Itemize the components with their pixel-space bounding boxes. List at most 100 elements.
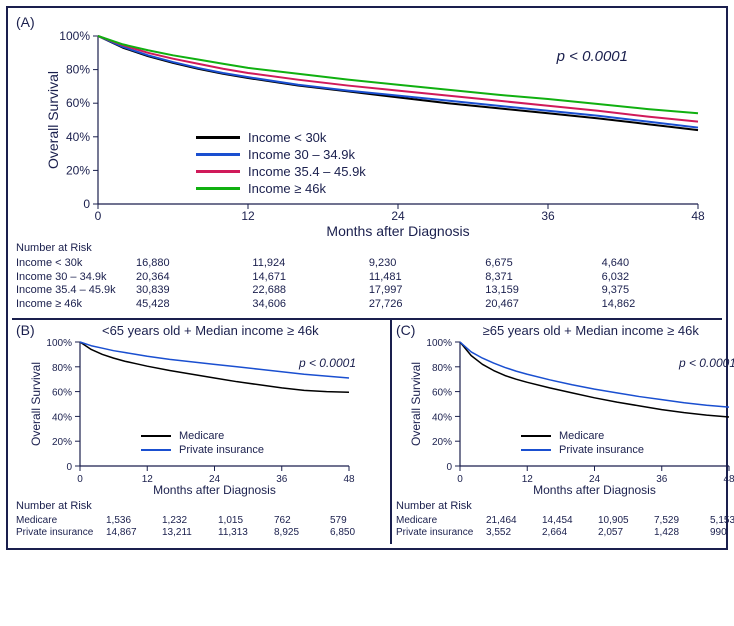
risk-cell: 2,664 xyxy=(542,527,598,540)
risk-cell: 30,839 xyxy=(136,284,252,298)
panel-c-legend: Medicare Private insurance xyxy=(521,430,644,458)
legend-swatch xyxy=(521,435,551,437)
legend-item: Income < 30k xyxy=(196,130,366,145)
svg-text:20%: 20% xyxy=(52,437,72,448)
svg-text:24: 24 xyxy=(391,209,405,223)
risk-cell: 27,726 xyxy=(369,298,485,312)
risk-row-label: Income 35.4 – 45.9k xyxy=(16,284,126,298)
risk-cell: 11,481 xyxy=(369,271,485,285)
svg-text:60%: 60% xyxy=(66,96,90,110)
risk-cell: 1,428 xyxy=(654,527,710,540)
svg-text:48: 48 xyxy=(723,474,734,485)
risk-cell: 5,153 xyxy=(710,515,734,528)
risk-cell: 8,925 xyxy=(274,527,330,540)
risk-row-label: Private insurance xyxy=(396,527,482,540)
panel-a-pvalue: p < 0.0001 xyxy=(557,48,628,65)
risk-cell: 1,232 xyxy=(162,515,218,528)
panel-a: (A) 020%40%60%80%100%012243648Months aft… xyxy=(12,12,722,320)
risk-cell: 21,464 xyxy=(486,515,542,528)
risk-cell: 9,230 xyxy=(369,257,485,271)
risk-row-label: Medicare xyxy=(396,515,482,528)
svg-text:0: 0 xyxy=(457,474,463,485)
svg-text:Months after Diagnosis: Months after Diagnosis xyxy=(533,483,656,497)
legend-label: Medicare xyxy=(179,430,224,442)
svg-text:100%: 100% xyxy=(426,338,452,349)
risk-row: Private insurance3,5522,6642,0571,428990 xyxy=(396,527,734,540)
panel-a-label: (A) xyxy=(16,14,718,30)
svg-text:48: 48 xyxy=(691,209,705,223)
legend-label: Medicare xyxy=(559,430,604,442)
svg-text:40%: 40% xyxy=(66,130,90,144)
risk-row: Private insurance14,86713,21111,3138,925… xyxy=(16,527,386,540)
legend-item: Private insurance xyxy=(141,444,264,456)
panel-c-label: (C) xyxy=(396,322,415,338)
bottom-row: (B) <65 years old + Median income ≥ 46k … xyxy=(12,320,722,544)
legend-swatch xyxy=(196,136,240,139)
svg-text:60%: 60% xyxy=(432,387,452,398)
svg-text:Months after Diagnosis: Months after Diagnosis xyxy=(153,483,276,497)
figure-container: (A) 0 20% 40% 60% 80% 100% 0 12 24 36 48 Months aft… xyxy=(6,6,728,550)
svg-text:60%: 60% xyxy=(52,387,72,398)
panel-c-subtitle: ≥65 years old + Median income ≥ 46k xyxy=(415,323,734,338)
legend-label: Income < 30k xyxy=(248,130,326,145)
risk-cell: 13,159 xyxy=(485,284,601,298)
risk-cell: 20,364 xyxy=(136,271,252,285)
svg-text:36: 36 xyxy=(276,474,288,485)
panel-b-risk-table: Number at RiskMedicare1,5361,2321,015762… xyxy=(16,500,386,540)
panel-c-risk-table: Number at RiskMedicare21,46414,45410,905… xyxy=(396,500,734,540)
svg-text:20%: 20% xyxy=(432,437,452,448)
svg-text:Months after Diagnosis: Months after Diagnosis xyxy=(326,223,469,239)
risk-cell: 579 xyxy=(330,515,386,528)
legend-item: Medicare xyxy=(141,430,264,442)
panel-b-subtitle: <65 years old + Median income ≥ 46k xyxy=(35,323,386,338)
panel-a-chart: 020%40%60%80%100%012243648Months after D… xyxy=(16,30,718,240)
risk-cell: 6,850 xyxy=(330,527,386,540)
panel-c-pvalue: p < 0.0001 xyxy=(679,356,734,370)
svg-text:0: 0 xyxy=(95,209,102,223)
risk-cell: 45,428 xyxy=(136,298,252,312)
panel-c-chart: 020%40%60%80%100%012243648Months after D… xyxy=(396,338,734,498)
risk-cell: 20,467 xyxy=(485,298,601,312)
svg-text:36: 36 xyxy=(541,209,555,223)
svg-text:80%: 80% xyxy=(432,363,452,374)
risk-cell: 10,905 xyxy=(598,515,654,528)
risk-cell: 11,924 xyxy=(252,257,368,271)
panel-c: (C) ≥65 years old + Median income ≥ 46k … xyxy=(392,320,734,544)
legend-item: Private insurance xyxy=(521,444,644,456)
risk-cell: 762 xyxy=(274,515,330,528)
legend-item: Income ≥ 46k xyxy=(196,181,366,196)
risk-cell: 990 xyxy=(710,527,734,540)
svg-text:12: 12 xyxy=(142,474,154,485)
risk-row-label: Income 30 – 34.9k xyxy=(16,271,126,285)
risk-title: Number at Risk xyxy=(16,242,718,256)
risk-cell: 16,880 xyxy=(136,257,252,271)
risk-cell: 34,606 xyxy=(252,298,368,312)
risk-cell: 11,313 xyxy=(218,527,274,540)
svg-text:Overall Survival: Overall Survival xyxy=(45,71,61,169)
risk-cell: 17,997 xyxy=(369,284,485,298)
risk-cell: 3,552 xyxy=(486,527,542,540)
risk-row: Medicare21,46414,45410,9057,5295,153 xyxy=(396,515,734,528)
risk-row-label: Private insurance xyxy=(16,527,102,540)
risk-cell: 6,032 xyxy=(602,271,718,285)
svg-text:0: 0 xyxy=(83,197,90,211)
svg-text:20%: 20% xyxy=(66,163,90,177)
legend-swatch xyxy=(196,153,240,156)
risk-cell: 8,371 xyxy=(485,271,601,285)
legend-label: Private insurance xyxy=(179,444,264,456)
risk-row: Income < 30k16,88011,9249,2306,6754,640 xyxy=(16,257,718,271)
risk-cell: 14,454 xyxy=(542,515,598,528)
legend-item: Income 35.4 – 45.9k xyxy=(196,164,366,179)
legend-item: Income 30 – 34.9k xyxy=(196,147,366,162)
legend-label: Private insurance xyxy=(559,444,644,456)
svg-text:36: 36 xyxy=(656,474,668,485)
risk-row: Income 35.4 – 45.9k30,83922,68817,99713,… xyxy=(16,284,718,298)
svg-text:40%: 40% xyxy=(52,412,72,423)
svg-text:48: 48 xyxy=(343,474,355,485)
panel-b-label: (B) xyxy=(16,322,35,338)
risk-cell: 1,536 xyxy=(106,515,162,528)
svg-text:0: 0 xyxy=(77,474,83,485)
risk-cell: 4,640 xyxy=(602,257,718,271)
legend-label: Income 35.4 – 45.9k xyxy=(248,164,366,179)
risk-row: Income ≥ 46k45,42834,60627,72620,46714,8… xyxy=(16,298,718,312)
